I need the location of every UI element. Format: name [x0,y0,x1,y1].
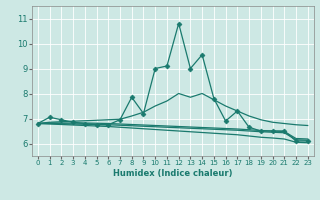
X-axis label: Humidex (Indice chaleur): Humidex (Indice chaleur) [113,169,233,178]
